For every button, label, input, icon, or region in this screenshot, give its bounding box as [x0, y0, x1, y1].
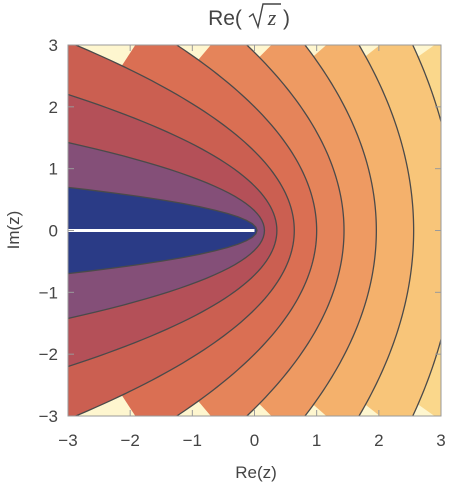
- y-tick-label: −1: [39, 283, 58, 302]
- title-sqrt-expression: z ): [248, 3, 290, 30]
- y-tick-label: 3: [49, 36, 58, 55]
- title-variable: z: [267, 5, 277, 30]
- chart-title: Re(: [208, 7, 242, 30]
- contour-line: [358, 45, 415, 416]
- contour-line: [304, 45, 378, 416]
- y-tick-label: 0: [49, 222, 58, 241]
- y-axis-ticks: −3 −2 −1 0 1 2 3: [39, 36, 441, 426]
- contour-line: [68, 141, 266, 320]
- x-tick-label: 1: [312, 431, 321, 450]
- contour-line: [74, 45, 295, 416]
- x-tick-label: −3: [58, 431, 77, 450]
- x-axis-ticks: −3 −2 −1 0 1 2 3: [58, 45, 446, 450]
- title-suffix: ): [283, 7, 290, 30]
- y-tick-label: 2: [49, 98, 58, 117]
- contour-line: [68, 93, 278, 368]
- y-tick-label: −2: [39, 345, 58, 364]
- contour-line: [245, 45, 345, 416]
- y-axis-label: Im(z): [4, 211, 23, 250]
- y-tick-label: 1: [49, 160, 58, 179]
- contour-line: [68, 186, 258, 275]
- x-tick-label: 0: [250, 431, 259, 450]
- x-tick-label: −2: [120, 431, 139, 450]
- sqrt-radical-icon: [248, 3, 281, 30]
- x-tick-label: 3: [436, 431, 445, 450]
- x-axis-label: Re(z): [235, 463, 277, 482]
- contour-line: [412, 45, 441, 416]
- x-tick-label: 2: [374, 431, 383, 450]
- contour-lines: [68, 45, 441, 416]
- x-tick-label: −1: [183, 431, 202, 450]
- y-tick-label: −3: [39, 407, 58, 426]
- contour-line: [175, 45, 318, 416]
